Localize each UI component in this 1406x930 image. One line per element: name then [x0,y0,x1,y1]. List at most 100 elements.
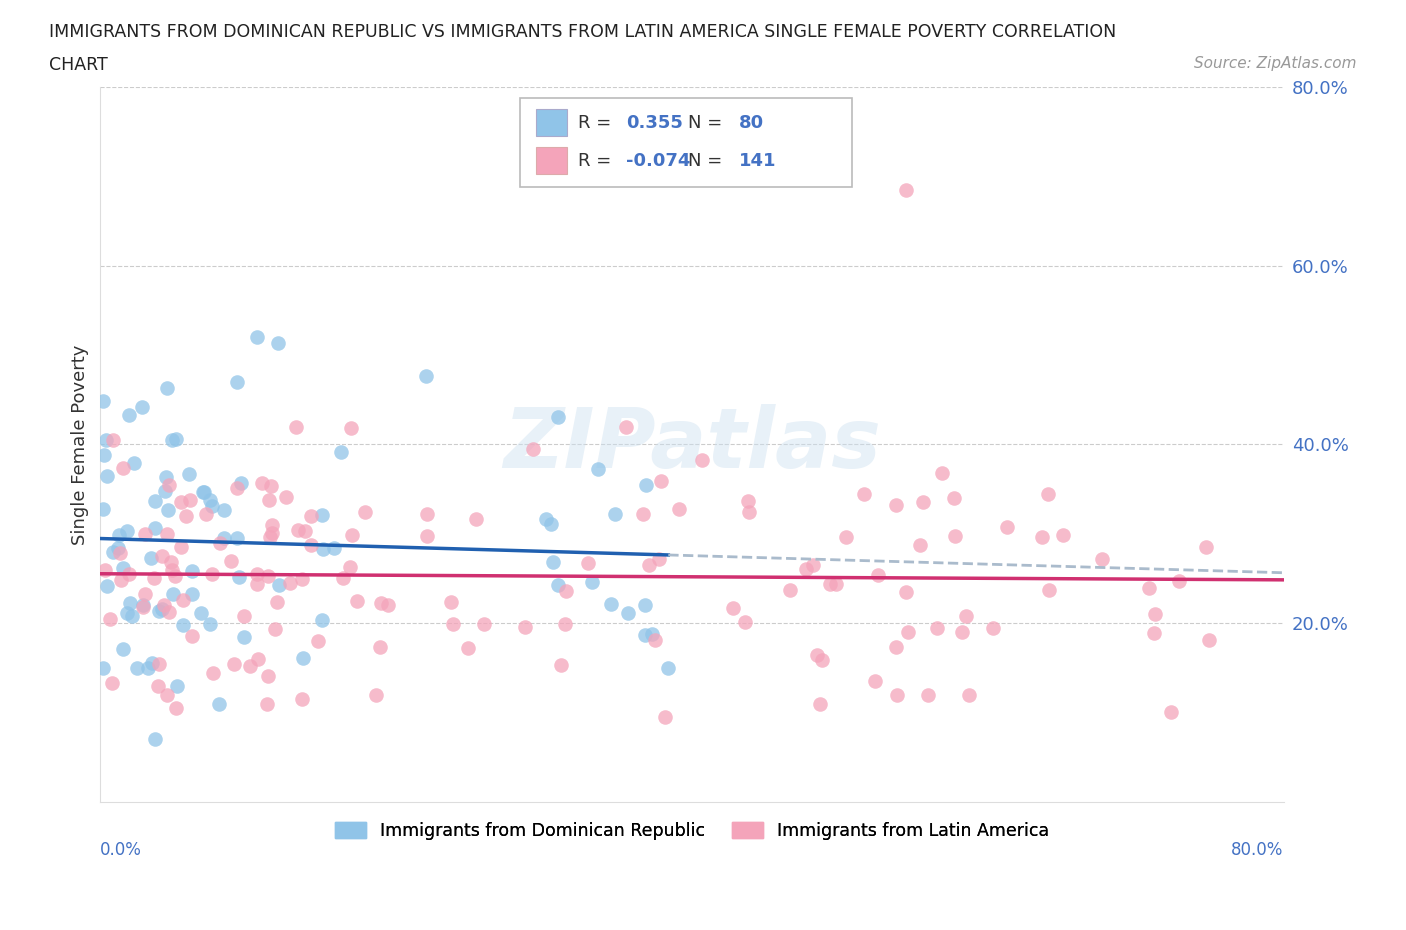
Point [285,419,308,434]
Point [110,573,132,588]
Point [1036,486,1059,501]
Point [820,577,842,591]
Text: N =: N = [689,152,723,169]
Point [637,558,659,573]
Point [131,399,153,414]
Point [808,696,831,711]
Point [472,616,495,631]
Point [160,554,183,569]
Point [291,572,314,587]
Point [179,492,201,507]
Point [156,380,179,395]
Point [259,530,281,545]
Point [931,466,953,481]
Text: 141: 141 [740,152,776,169]
Point [329,445,352,459]
Point [896,182,918,197]
Point [1143,626,1166,641]
Point [91,660,114,675]
Point [172,592,194,607]
Point [945,529,967,544]
Point [534,512,557,526]
Point [118,566,141,581]
Point [165,432,187,446]
Point [150,549,173,564]
Point [143,521,166,536]
Point [263,621,285,636]
Point [278,576,301,591]
Point [644,633,666,648]
Point [312,541,335,556]
Point [794,562,817,577]
Point [654,710,676,724]
Point [634,597,657,612]
Text: 0.0%: 0.0% [100,841,142,859]
Text: N =: N = [689,113,723,132]
Point [322,540,344,555]
Point [541,554,564,569]
Point [886,687,908,702]
Point [340,421,363,436]
Point [266,594,288,609]
Point [247,652,270,667]
Point [957,687,980,702]
Point [108,546,131,561]
Point [267,336,290,351]
Point [522,442,544,457]
Point [513,620,536,635]
Point [118,407,141,422]
Point [141,656,163,671]
Point [554,617,576,631]
Point [134,526,156,541]
Point [370,596,392,611]
Point [415,368,437,383]
Point [246,330,269,345]
Point [981,620,1004,635]
Point [868,567,890,582]
Point [1052,527,1074,542]
Point [101,433,124,448]
Point [181,586,204,601]
Point [180,564,202,578]
Point [547,409,569,424]
Text: 0.355: 0.355 [626,113,682,132]
Point [943,491,966,506]
Point [439,595,461,610]
Point [231,476,253,491]
Point [226,375,249,390]
Point [181,629,204,644]
Point [690,453,713,468]
Point [212,530,235,545]
Point [1195,539,1218,554]
Point [155,470,177,485]
Point [332,570,354,585]
Point [1198,633,1220,648]
Point [738,504,761,519]
Point [115,605,138,620]
Point [550,658,572,672]
Point [801,558,824,573]
Point [465,512,488,526]
Text: Source: ZipAtlas.com: Source: ZipAtlas.com [1194,56,1357,71]
Point [117,524,139,538]
Point [256,569,278,584]
Point [153,484,176,498]
Text: -0.074: -0.074 [626,152,690,169]
Point [111,561,134,576]
Point [995,520,1018,535]
Point [107,528,129,543]
Point [107,540,129,555]
Point [193,485,215,499]
Point [852,486,875,501]
Point [112,641,135,656]
Text: 80: 80 [740,113,765,132]
Point [600,596,623,611]
Point [1144,607,1167,622]
Point [737,494,759,509]
Point [143,570,166,585]
Point [153,598,176,613]
Point [835,529,858,544]
Point [917,687,939,702]
Point [226,480,249,495]
Text: CHART: CHART [49,56,108,73]
